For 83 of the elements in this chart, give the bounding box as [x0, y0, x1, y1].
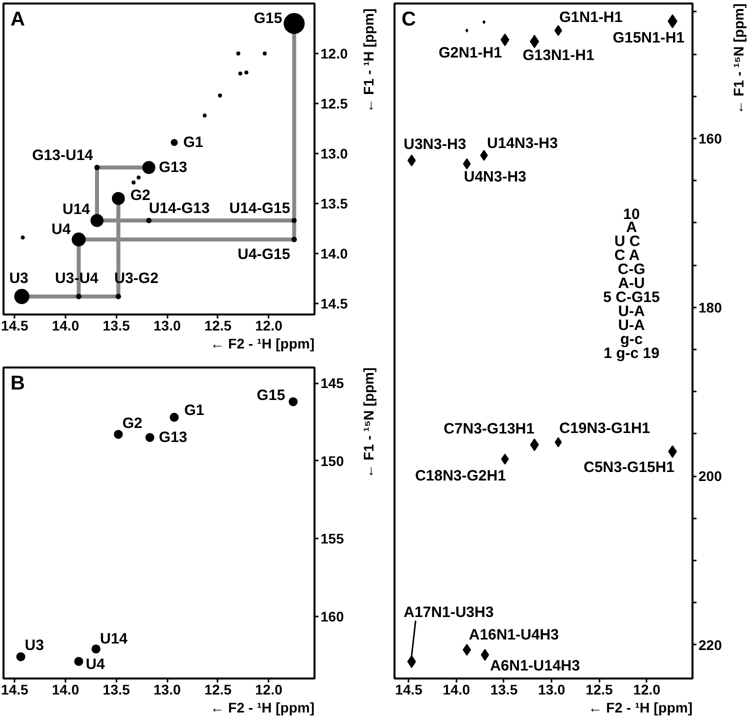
annotation: G13N1-H1 — [522, 46, 594, 64]
x-tick-label: 14.0 — [52, 682, 80, 698]
y-tick-label: 180 — [698, 299, 722, 316]
annotation: G15 — [254, 10, 282, 27]
annotation: U3-U4 — [55, 270, 100, 287]
x-tick-label: 12.5 — [204, 318, 232, 334]
x-tick-label: 12.5 — [586, 682, 614, 698]
y-tick-label: 220 — [698, 636, 722, 653]
annotation: U14N3-H3 — [486, 134, 558, 152]
annotation: G1 — [184, 402, 204, 419]
y-tick-label: 200 — [698, 468, 722, 484]
annotation: U14-G13 — [148, 200, 210, 217]
x-tick-label: 14.0 — [442, 682, 470, 698]
y-tick-label: 160 — [698, 130, 722, 146]
y-tick-label: 12.0 — [320, 46, 348, 62]
annotation: U3 — [9, 270, 28, 287]
chart-title: A — [10, 8, 25, 30]
y-tick-label: 160 — [320, 608, 344, 624]
x-tick-label: 12.0 — [633, 682, 661, 698]
annotation: C18N3-G2H1 — [415, 468, 506, 485]
y-tick-label: 155 — [320, 530, 344, 547]
y-tick-label: 13.0 — [320, 146, 348, 162]
annotation: G1 — [183, 134, 204, 151]
annotation: G13 — [158, 428, 188, 446]
y-tick-label: 150 — [320, 452, 344, 469]
annotation: G13 — [158, 159, 188, 176]
annotation: U3N3-H3 — [404, 136, 466, 153]
annotation: U4 — [86, 656, 106, 673]
x-tick-label: 12.5 — [204, 682, 232, 698]
annotation: U14 — [100, 630, 128, 648]
annotation: A16N1-U4H3 — [468, 626, 559, 644]
chart-title: B — [10, 372, 25, 394]
annotation: 5 C-G15 — [603, 289, 660, 306]
x-tick-label: 13.5 — [102, 318, 130, 334]
x-tick-label: 12.0 — [255, 318, 283, 334]
x-tick-label: 14.5 — [395, 682, 423, 698]
annotation: U14 — [62, 201, 91, 218]
annotation: C-G — [618, 261, 646, 278]
x-tick-label: 13.0 — [154, 682, 181, 698]
annotation: G15N1-H1 — [612, 30, 685, 47]
x-tick-label: 12.0 — [255, 682, 283, 698]
annotation: U-A — [618, 303, 645, 320]
annotation: U C — [614, 233, 640, 250]
annotation: G2 — [130, 187, 150, 204]
annotation: U-A — [618, 317, 645, 334]
y-tick-label: 12.5 — [320, 96, 348, 112]
annotation: C19N3-G1H1 — [559, 420, 650, 437]
annotation: G15 — [256, 387, 286, 404]
x-tick-label: 14.0 — [52, 318, 80, 334]
x-tick-label: 13.5 — [102, 682, 130, 698]
y-tick-label: 14.5 — [320, 296, 348, 312]
y-axis-title: ← F1 - ¹⁵N [ppm] — [730, 3, 746, 114]
annotation: C A — [614, 247, 640, 264]
x-axis-title: ← F2 - ¹H [ppm] — [210, 336, 315, 352]
annotation: g-c — [620, 331, 643, 348]
y-axis-title: ← F1 - ¹H [ppm] — [360, 8, 376, 113]
annotation: U14-G15 — [229, 200, 290, 217]
annotation: G2 — [122, 414, 142, 432]
annotation: C7N3-G13H1 — [444, 420, 534, 438]
annotation: U3-G2 — [114, 270, 158, 287]
annotation: U4N3-H3 — [464, 168, 526, 186]
x-tick-label: 14.5 — [1, 682, 29, 698]
y-axis-title: ← F1 - ¹⁵N [ppm] — [360, 367, 376, 478]
annotation: A6N1-U14H3 — [490, 657, 580, 674]
annotation: C5N3-G15H1 — [584, 459, 675, 476]
x-tick-label: 13.0 — [538, 682, 566, 698]
annotation: U3 — [24, 637, 44, 654]
x-tick-label: 14.5 — [1, 318, 29, 334]
annotation: G2N1-H1 — [438, 44, 502, 62]
annotation: A-U — [618, 275, 645, 292]
y-tick-label: 13.5 — [320, 196, 348, 212]
annotation: A17N1-U3H3 — [404, 604, 494, 622]
x-tick-label: 13.0 — [154, 318, 181, 334]
x-axis-title: ← F2 - ¹H [ppm] — [210, 700, 315, 716]
annotation: G1N1-H1 — [559, 9, 623, 26]
annotation: U4-G15 — [238, 246, 290, 263]
annotation: G13-U14 — [32, 147, 94, 164]
chart-title: C — [402, 8, 416, 30]
x-axis-title: ← F2 - ¹H [ppm] — [588, 700, 693, 716]
y-tick-label: 145 — [320, 375, 344, 392]
annotation: U4 — [52, 221, 72, 238]
x-tick-label: 13.5 — [490, 682, 518, 698]
y-tick-label: 14.0 — [320, 246, 348, 262]
